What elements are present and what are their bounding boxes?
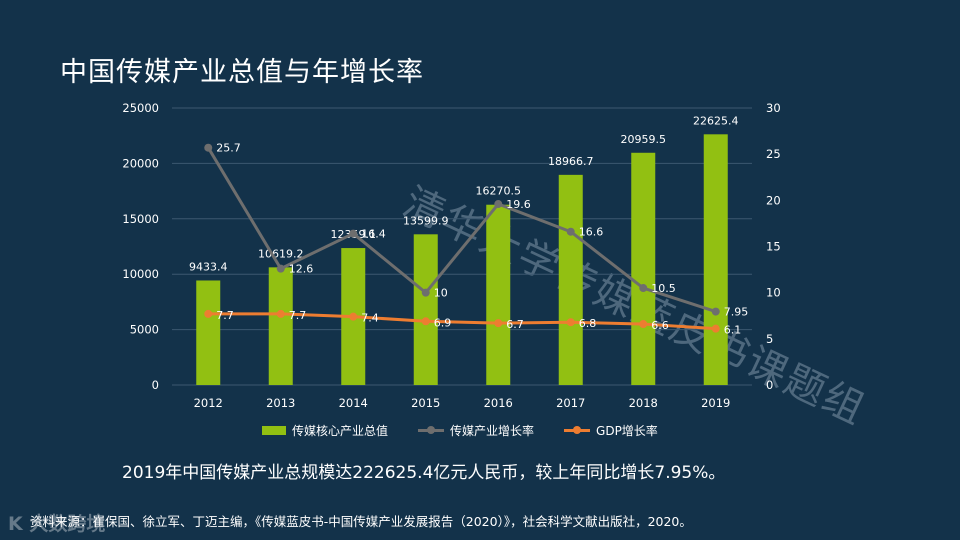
gdp-growth-point — [494, 319, 503, 328]
gdp-growth-point — [204, 309, 213, 318]
bar — [558, 174, 583, 385]
y-right-tick-label: 5 — [766, 332, 773, 346]
x-tick-label: 2014 — [339, 396, 368, 410]
bar-data-label: 16270.5 — [476, 185, 522, 198]
y-right-tick-label: 25 — [766, 147, 781, 161]
y-right-tick-label: 30 — [766, 101, 781, 115]
gdp-growth-data-label: 6.6 — [651, 319, 669, 332]
bar-data-label: 20959.5 — [621, 133, 667, 146]
bar-data-label: 13599.9 — [403, 214, 449, 227]
bar — [486, 204, 511, 385]
legend-item-core-value: 传媒核心产业总值 — [262, 422, 388, 439]
legend-swatch-line — [418, 426, 445, 434]
gdp-growth-point — [711, 324, 720, 333]
industry-growth-data-label: 19.6 — [506, 198, 531, 211]
bar-data-label: 10619.2 — [258, 247, 304, 260]
gdp-growth-line — [208, 312, 716, 331]
x-tick-label: 2012 — [194, 396, 223, 410]
gdp-growth-data-label: 6.8 — [579, 317, 597, 330]
chart-title: 中国传媒产业总值与年增长率 — [60, 57, 424, 88]
gdp-growth-data-label: 7.7 — [289, 309, 307, 322]
y-left-tick-label: 10000 — [122, 267, 159, 281]
y-right-tick-label: 15 — [766, 240, 781, 254]
source-note: 资料来源：崔保国、徐立军、丁迈主编，《传媒蓝皮书-中国传媒产业发展报告（2020… — [30, 514, 692, 529]
gdp-growth-data-label: 7.7 — [216, 309, 234, 322]
bar — [631, 152, 656, 385]
summary-text: 2019年中国传媒产业总规模达222625.4亿元人民币，较上年同比增长7.95… — [122, 463, 726, 483]
industry-growth-point — [349, 229, 358, 238]
bar — [268, 267, 293, 385]
gdp-growth-data-label: 6.1 — [724, 324, 742, 337]
industry-growth-data-label: 25.7 — [216, 142, 241, 155]
x-tick-label: 2015 — [411, 396, 440, 410]
industry-growth-point — [566, 227, 575, 236]
industry-growth-data-label: 16.6 — [579, 226, 604, 239]
y-right-tick-label: 10 — [766, 286, 781, 300]
x-tick-label: 2013 — [266, 396, 295, 410]
gdp-growth-data-label: 6.7 — [506, 318, 524, 331]
x-tick-label: 2017 — [556, 396, 585, 410]
brand-logo: K 大数跨境 — [8, 513, 106, 535]
bar — [703, 134, 728, 385]
bar-data-label: 22625.4 — [693, 114, 739, 127]
industry-growth-point — [421, 288, 430, 297]
industry-growth-point — [494, 200, 503, 209]
industry-growth-point — [204, 143, 213, 152]
y-left-tick-label: 25000 — [122, 101, 159, 115]
legend-swatch-bar — [262, 426, 286, 435]
industry-growth-data-label: 7.95 — [724, 306, 749, 319]
y-left-tick-label: 0 — [152, 378, 159, 392]
industry-growth-point — [711, 307, 720, 316]
industry-growth-data-label: 12.6 — [289, 263, 314, 276]
bar-data-label: 18966.7 — [548, 155, 594, 168]
industry-growth-data-label: 10 — [434, 287, 448, 300]
legend-swatch-line — [564, 426, 591, 434]
gdp-growth-point — [639, 320, 648, 329]
bar — [413, 234, 438, 385]
y-right-tick-label: 0 — [766, 378, 773, 392]
chart-legend: 传媒核心产业总值 传媒产业增长率 GDP增长率 — [262, 422, 658, 439]
bar-data-label: 9433.4 — [189, 260, 228, 273]
industry-growth-point — [276, 264, 285, 273]
industry-growth-line — [206, 146, 717, 314]
legend-item-gdp-growth: GDP增长率 — [564, 422, 658, 439]
x-tick-label: 2018 — [629, 396, 658, 410]
gdp-growth-data-label: 6.9 — [434, 316, 452, 329]
gdp-growth-point — [566, 318, 575, 327]
y-right-tick-label: 20 — [766, 193, 781, 207]
gdp-growth-data-label: 7.4 — [361, 312, 379, 325]
y-left-tick-label: 20000 — [122, 156, 159, 170]
legend-label: 传媒产业增长率 — [450, 424, 535, 438]
legend-label: 传媒核心产业总值 — [292, 424, 389, 438]
x-tick-label: 2019 — [701, 396, 730, 410]
industry-growth-data-label: 16.4 — [361, 228, 386, 241]
bar — [196, 280, 221, 385]
x-tick-label: 2016 — [484, 396, 513, 410]
y-left-tick-label: 15000 — [122, 212, 159, 226]
industry-growth-data-label: 10.5 — [651, 282, 676, 295]
legend-item-industry-growth: 传媒产业增长率 — [418, 422, 534, 439]
y-left-tick-label: 5000 — [130, 323, 159, 337]
gdp-growth-point — [349, 312, 358, 321]
gdp-growth-point — [276, 309, 285, 318]
legend-label: GDP增长率 — [596, 424, 658, 438]
industry-growth-point — [639, 284, 648, 293]
gdp-growth-point — [421, 317, 430, 326]
